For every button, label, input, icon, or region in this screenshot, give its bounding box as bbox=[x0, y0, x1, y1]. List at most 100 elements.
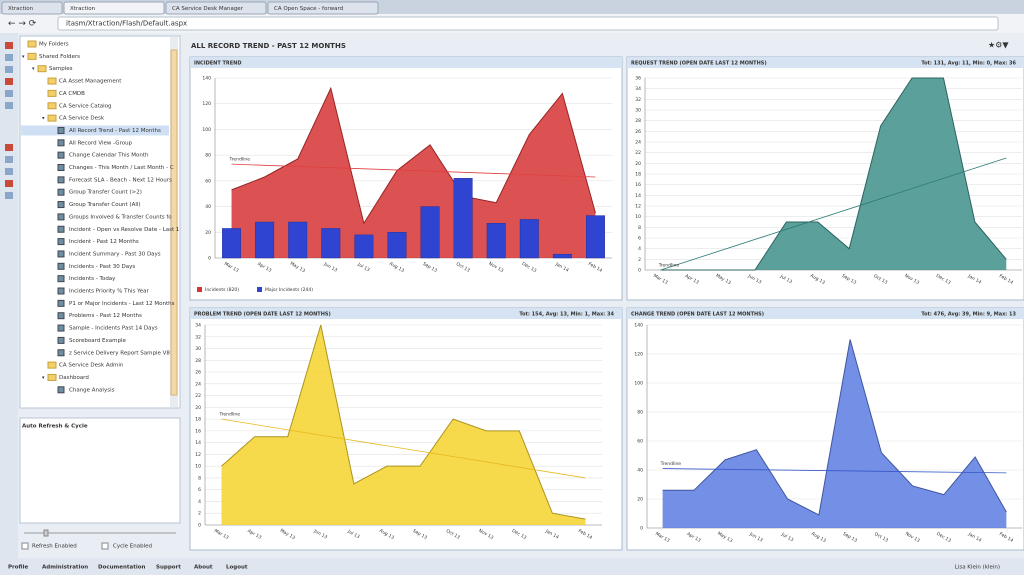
tree-item[interactable]: Incident - Open vs Resolve Date - Last 1 bbox=[69, 227, 179, 233]
y-tick-label: 10 bbox=[635, 214, 641, 220]
chart-header bbox=[190, 308, 622, 319]
tree-item[interactable]: Dashboard bbox=[59, 375, 89, 381]
tree-item[interactable]: P1 or Major Incidents - Last 12 Months bbox=[69, 301, 175, 307]
toolbar-icons[interactable]: ★⚙▼ bbox=[988, 41, 1009, 50]
bar bbox=[420, 206, 440, 259]
y-tick-label: 12 bbox=[195, 452, 201, 458]
refresh-panel bbox=[19, 417, 181, 524]
report-icon bbox=[57, 225, 65, 233]
footer-link[interactable]: Documentation bbox=[98, 565, 146, 571]
y-tick-label: 32 bbox=[635, 97, 641, 103]
tab[interactable] bbox=[165, 1, 267, 15]
tree-item[interactable]: All Record View -Group bbox=[69, 140, 133, 146]
y-tick-label: 60 bbox=[637, 439, 643, 445]
report-icon bbox=[57, 262, 65, 270]
tree-item[interactable]: My Folders bbox=[39, 42, 69, 48]
nav-buttons[interactable]: ← → ⟳ bbox=[8, 19, 37, 29]
slider-thumb[interactable] bbox=[43, 529, 49, 537]
footer-link[interactable]: Support bbox=[156, 565, 181, 571]
tree-item[interactable]: Sample - Incidents Past 14 Days bbox=[69, 326, 158, 332]
toolbar-icon[interactable] bbox=[5, 102, 13, 109]
bar bbox=[255, 221, 275, 259]
tree-item[interactable]: CA Service Desk bbox=[59, 116, 105, 122]
toolbar-icon[interactable] bbox=[5, 54, 13, 61]
toolbar-icon[interactable] bbox=[5, 156, 13, 163]
url-field[interactable] bbox=[57, 16, 999, 31]
tree-item[interactable]: All Record Trend - Past 12 Months bbox=[69, 128, 161, 134]
chart-title: PROBLEM TREND (OPEN DATE LAST 12 MONTHS) bbox=[194, 312, 331, 318]
toolbar-icon[interactable] bbox=[5, 42, 13, 49]
scroll-thumb[interactable] bbox=[170, 49, 178, 396]
trendline bbox=[231, 163, 596, 178]
footer-link[interactable]: Logout bbox=[226, 565, 248, 571]
footer-link[interactable]: Administration bbox=[42, 565, 88, 571]
y-tick-label: 20 bbox=[637, 497, 643, 503]
trendline-label: Trendline bbox=[229, 157, 251, 163]
chart-title: INCIDENT TREND bbox=[194, 61, 242, 67]
tree-item[interactable]: Forecast SLA - Beach - Next 12 Hours bbox=[69, 177, 172, 183]
y-tick-label: 16 bbox=[195, 428, 201, 434]
footer-link[interactable]: Profile bbox=[8, 565, 28, 571]
trendline bbox=[221, 418, 586, 479]
tree-item[interactable]: Incidents Priority % This Year bbox=[69, 289, 149, 295]
tree-item[interactable]: Problems - Past 12 Months bbox=[69, 313, 142, 319]
trendline bbox=[660, 157, 1007, 271]
toolbar-icon[interactable] bbox=[5, 144, 13, 151]
tree-item[interactable]: Samples bbox=[49, 66, 73, 72]
y-tick-label: 14 bbox=[635, 193, 641, 199]
footer-link[interactable]: About bbox=[194, 565, 213, 571]
checkbox-label: Refresh Enabled bbox=[32, 544, 77, 550]
tree-item[interactable]: Incidents - Past 30 Days bbox=[69, 264, 135, 270]
tree-item[interactable]: Incident Summary - Past 30 Days bbox=[69, 251, 161, 257]
tree-item[interactable]: Incidents - Today bbox=[69, 276, 116, 282]
y-tick-label: 60 bbox=[205, 178, 211, 184]
tree-item[interactable]: Change Analysis bbox=[69, 387, 115, 393]
toolbar-icon[interactable] bbox=[5, 78, 13, 85]
checkbox[interactable] bbox=[21, 542, 29, 550]
tab[interactable] bbox=[1, 1, 63, 15]
toolbar-icon[interactable] bbox=[5, 90, 13, 97]
report-icon bbox=[57, 299, 65, 307]
tab-label: CA Open Space - forward bbox=[274, 6, 343, 12]
tree-item[interactable]: CA Service Catalog bbox=[59, 103, 112, 109]
chart-header bbox=[627, 308, 1024, 319]
y-tick-label: 140 bbox=[634, 323, 643, 329]
y-tick-label: 120 bbox=[202, 101, 211, 107]
tree-item[interactable]: Scoreboard Example bbox=[69, 338, 127, 344]
toolbar-icon[interactable] bbox=[5, 180, 13, 187]
y-tick-label: 4 bbox=[638, 246, 641, 252]
y-tick-label: 100 bbox=[202, 127, 211, 133]
tree-item[interactable]: Group Transfer Count (>2) bbox=[69, 190, 142, 196]
area bbox=[662, 339, 1007, 528]
tree-item[interactable]: CA Service Desk Admin bbox=[59, 363, 124, 369]
tree-item[interactable]: z Service Delivery Report Sample V8 bbox=[69, 350, 170, 356]
tree-item[interactable]: Incident - Past 12 Months bbox=[69, 239, 139, 245]
tree-item[interactable]: Change Calendar This Month bbox=[69, 153, 149, 159]
y-tick-label: 28 bbox=[635, 118, 641, 124]
toolbar-icon[interactable] bbox=[5, 66, 13, 73]
tree-item[interactable]: Group Transfer Count (All) bbox=[69, 202, 141, 208]
bar bbox=[321, 228, 341, 259]
tree-item[interactable]: Changes - This Month / Last Month - C bbox=[69, 165, 174, 171]
checkbox[interactable] bbox=[101, 542, 109, 550]
folder-icon bbox=[47, 373, 57, 381]
tree-item[interactable]: CA CMDB bbox=[59, 91, 85, 97]
y-tick-label: 12 bbox=[635, 204, 641, 210]
tree-item[interactable]: Shared Folders bbox=[39, 54, 80, 60]
report-icon bbox=[57, 250, 65, 258]
y-tick-label: 22 bbox=[635, 150, 641, 156]
tree-item[interactable]: Groups Involved & Transfer Counts fo bbox=[69, 214, 172, 220]
tab[interactable] bbox=[267, 1, 379, 15]
toolbar-icon[interactable] bbox=[5, 192, 13, 199]
toolbar-icon[interactable] bbox=[5, 168, 13, 175]
area-line bbox=[662, 339, 1007, 516]
trendline-label: Trendline bbox=[660, 461, 682, 467]
tree-item[interactable]: CA Asset Management bbox=[59, 79, 122, 85]
report-icon bbox=[57, 275, 65, 283]
url[interactable]: itasm/Xtraction/Flash/Default.aspx bbox=[66, 20, 187, 28]
report-icon bbox=[57, 386, 65, 394]
folder-icon bbox=[47, 361, 57, 369]
tab[interactable] bbox=[63, 1, 165, 15]
